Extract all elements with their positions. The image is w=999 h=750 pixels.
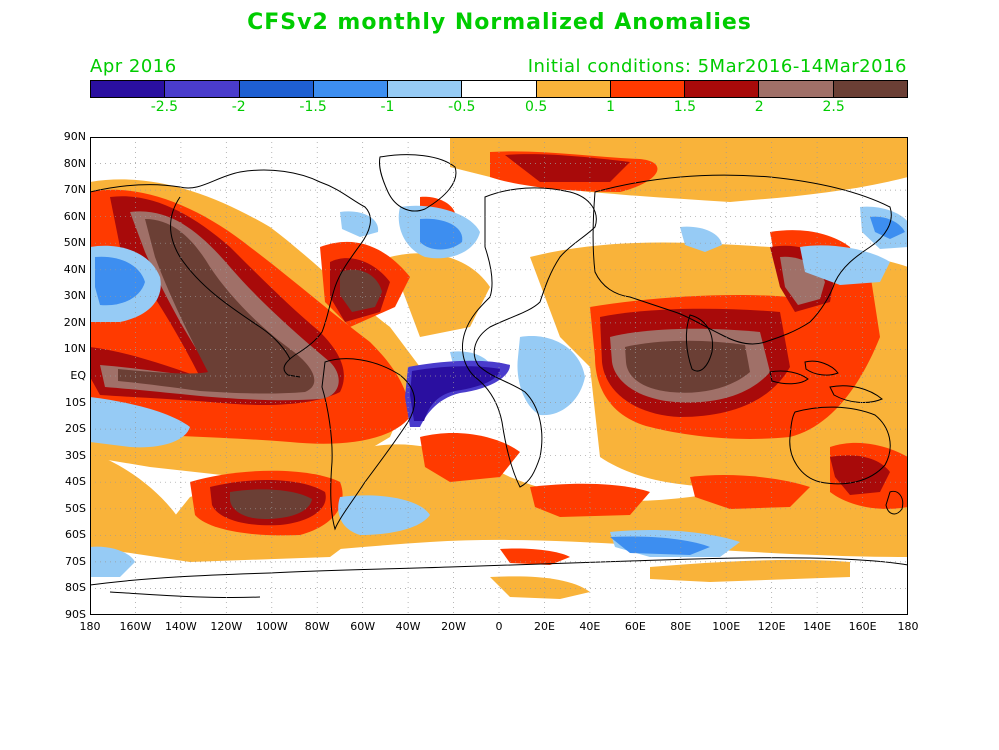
longitude-label: 160E <box>848 620 877 633</box>
colorbar-label: 2 <box>754 99 764 115</box>
longitude-label: 140W <box>164 620 197 633</box>
colorbar-swatch <box>388 81 463 97</box>
initial-conditions: Initial conditions: 5Mar2016-14Mar2016 <box>527 56 907 77</box>
latitude-label: 20N <box>63 315 86 329</box>
latitude-label: 90S <box>65 608 86 621</box>
latitude-label: 20S <box>65 422 86 436</box>
longitude-label: 40W <box>395 620 421 633</box>
longitude-label: 40E <box>579 620 601 633</box>
colorbar-label: 2.5 <box>822 99 845 115</box>
longitude-label: 180 <box>79 620 101 633</box>
longitude-label: 0 <box>495 620 503 633</box>
map-title: CFSv2 monthly Normalized Anomalies <box>247 10 752 35</box>
longitude-label: 20E <box>533 620 555 633</box>
colorbar-swatch <box>759 81 834 97</box>
latitude-label: 50N <box>63 236 86 250</box>
colorbar-swatch <box>610 81 686 97</box>
latitude-label: 70S <box>65 554 86 568</box>
anomaly-above-2-regions <box>100 211 825 519</box>
longitude-label: 100E <box>712 620 741 633</box>
longitude-label: 80W <box>304 620 330 633</box>
latitude-label: 40N <box>63 262 86 276</box>
colorbar-label: 0.5 <box>525 99 548 115</box>
latitude-label: EQ <box>70 369 86 382</box>
latitude-label: 40S <box>65 475 86 489</box>
colorbar-swatch <box>313 81 389 97</box>
colorbar-label: -1 <box>380 99 395 115</box>
longitude-label: 160W <box>119 620 152 633</box>
colorbar-labels: -2.5 -2 -1.5 -1 -0.5 0.5 1 1.5 2 2.5 <box>90 99 908 117</box>
forecast-month: Apr 2016 <box>90 56 177 77</box>
longitude-label: 80E <box>670 620 692 633</box>
latitude-label: 50S <box>65 501 86 515</box>
longitude-label: 60E <box>624 620 646 633</box>
longitude-label: 60W <box>350 620 376 633</box>
latitude-label: 30N <box>63 289 86 303</box>
latitude-label: 80S <box>65 581 86 595</box>
colorbar-swatch <box>685 81 760 97</box>
colorbar-label: -2.5 <box>150 99 179 115</box>
colorbar-label: 1.5 <box>673 99 697 115</box>
longitude-label: 180 <box>897 620 919 633</box>
equatorial-atlantic-cold-anomaly <box>405 360 510 427</box>
longitude-label: 140E <box>803 620 832 633</box>
latitude-label: 60S <box>65 528 86 542</box>
colorbar-swatch <box>239 81 314 97</box>
colorbar-swatch <box>536 81 611 97</box>
anomaly-map <box>90 137 908 615</box>
longitude-label: 20W <box>441 620 466 633</box>
latitude-label: 60N <box>63 209 86 223</box>
map-frame <box>90 137 908 615</box>
colorbar-swatch <box>462 81 537 97</box>
longitude-label: 100W <box>255 620 288 633</box>
latitude-label: 10S <box>65 395 86 409</box>
colorbar-swatch <box>833 81 907 97</box>
latitude-label: 90N <box>63 130 86 143</box>
latitude-label: 30S <box>65 448 86 462</box>
latitude-label: 80N <box>63 156 86 170</box>
colorbar-label: -1.5 <box>299 99 327 115</box>
longitude-label: 120W <box>210 620 243 633</box>
latitude-label: 70N <box>63 183 86 197</box>
colorbar <box>90 80 908 98</box>
colorbar-label: -2 <box>231 99 246 115</box>
colorbar-swatch <box>165 81 240 97</box>
colorbar-label: 1 <box>606 99 615 115</box>
longitude-label: 120E <box>757 620 786 633</box>
colorbar-label: -0.5 <box>448 99 476 115</box>
latitude-label: 10N <box>63 342 86 356</box>
colorbar-swatch <box>91 81 166 97</box>
